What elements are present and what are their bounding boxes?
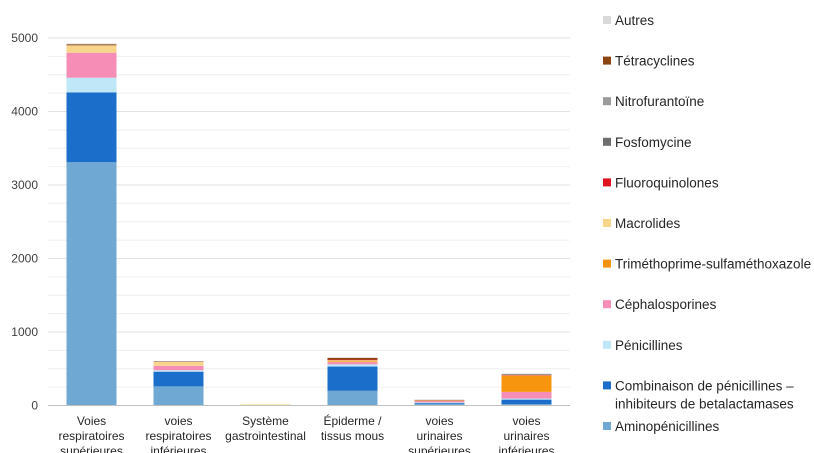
- category-label: voies respiratoires inférieures: [145, 414, 211, 453]
- category-label: voies urinaires supérieures: [408, 414, 471, 453]
- bar-segment-3: [501, 398, 552, 400]
- bar-segment-4: [66, 52, 117, 78]
- category-label: Voies respiratoires supérieures: [58, 414, 124, 453]
- x-axis: Voies respiratoires supérieures voies respir…: [48, 405, 570, 453]
- legend-swatch: [603, 56, 611, 65]
- bar-segment-6: [240, 404, 291, 406]
- bar-segment-11: [501, 373, 552, 375]
- bar-segment-1: [414, 403, 465, 406]
- legend-label: Fluoroquinolones: [615, 175, 719, 190]
- legend-label: Nitrofurantoïne: [615, 94, 704, 109]
- bar-segment-7: [501, 374, 552, 376]
- legend-swatch: [603, 422, 611, 430]
- bar-segment-11: [327, 357, 378, 358]
- legend-label: Macrolides: [615, 216, 681, 231]
- bar-segment-4: [153, 365, 204, 371]
- bar-segment-3: [327, 364, 378, 367]
- legend-swatch: [603, 381, 611, 390]
- bar-segment-1: [501, 404, 552, 406]
- bar-segment-6: [66, 45, 117, 53]
- legend: Autres Tétracyclines Nitrofurantoïne Fosfom…: [603, 13, 811, 434]
- y-axis: 0 1000 2000 3000 4000 5000: [11, 31, 38, 413]
- bar-segment-2: [327, 366, 378, 391]
- y-tick-label: 2000: [11, 252, 38, 266]
- legend-swatch: [603, 259, 611, 268]
- bar-segment-10: [66, 44, 117, 46]
- bar-segment-3: [414, 402, 465, 403]
- y-tick-label: 1000: [11, 325, 38, 339]
- bar-segment-8: [501, 374, 552, 376]
- bar-segment-3: [66, 77, 117, 93]
- bar-segment-2: [501, 399, 552, 405]
- legend-label: Combinaison de pénicillines – inhibiteurs…: [615, 378, 794, 411]
- legend-swatch: [603, 219, 611, 227]
- y-tick-label: 4000: [11, 105, 38, 119]
- legend-label: Fosfomycine: [615, 135, 692, 150]
- legend-swatch: [603, 137, 611, 146]
- legend-label: Autres: [615, 13, 654, 28]
- bar-segment-5: [501, 375, 552, 392]
- bar-segment-7: [327, 359, 378, 361]
- category-label: Système gastrointestinal: [225, 414, 306, 443]
- bar-segment-5: [327, 361, 378, 363]
- bar-segment-11: [66, 43, 117, 45]
- bar-segment-1: [66, 162, 117, 406]
- bar-segment-2: [153, 371, 204, 387]
- category-label: Épiderme / tissus mous: [321, 413, 384, 443]
- legend-swatch: [603, 300, 611, 309]
- bar-segment-1: [327, 390, 378, 406]
- bar-segment-4: [501, 391, 552, 399]
- bar-segment-2: [66, 92, 117, 163]
- bar-segment-11: [153, 361, 204, 362]
- legend-label: Tétracyclines: [615, 54, 695, 69]
- legend-swatch: [603, 97, 611, 106]
- bar-segment-6: [153, 361, 204, 366]
- category-label: voies urinaires inférieures: [498, 414, 554, 453]
- bars: [66, 43, 552, 406]
- legend-label: Céphalosporines: [615, 297, 717, 312]
- bar-segment-5: [414, 400, 465, 402]
- legend-label: Triméthoprime-sulfaméthoxazole: [615, 257, 811, 272]
- legend-label: Aminopénicillines: [615, 419, 720, 434]
- bar-segment-4: [414, 400, 465, 403]
- bar-segment-10: [327, 357, 378, 360]
- bar-segment-3: [153, 370, 204, 372]
- bar-segment-2: [414, 402, 465, 404]
- gridlines: [48, 37, 570, 388]
- legend-swatch: [603, 178, 611, 187]
- y-tick-label: 5000: [11, 31, 38, 45]
- bar-segment-4: [327, 362, 378, 365]
- y-tick-label: 3000: [11, 178, 38, 192]
- y-tick-label: 0: [31, 399, 38, 413]
- bar-segment-1: [153, 386, 204, 406]
- legend-label: Pénicillines: [615, 338, 683, 353]
- bar-segment-6: [327, 359, 378, 362]
- bar-segment-11: [414, 399, 465, 401]
- legend-swatch: [603, 16, 611, 24]
- legend-swatch: [603, 340, 611, 349]
- bar-segment-10: [153, 361, 204, 362]
